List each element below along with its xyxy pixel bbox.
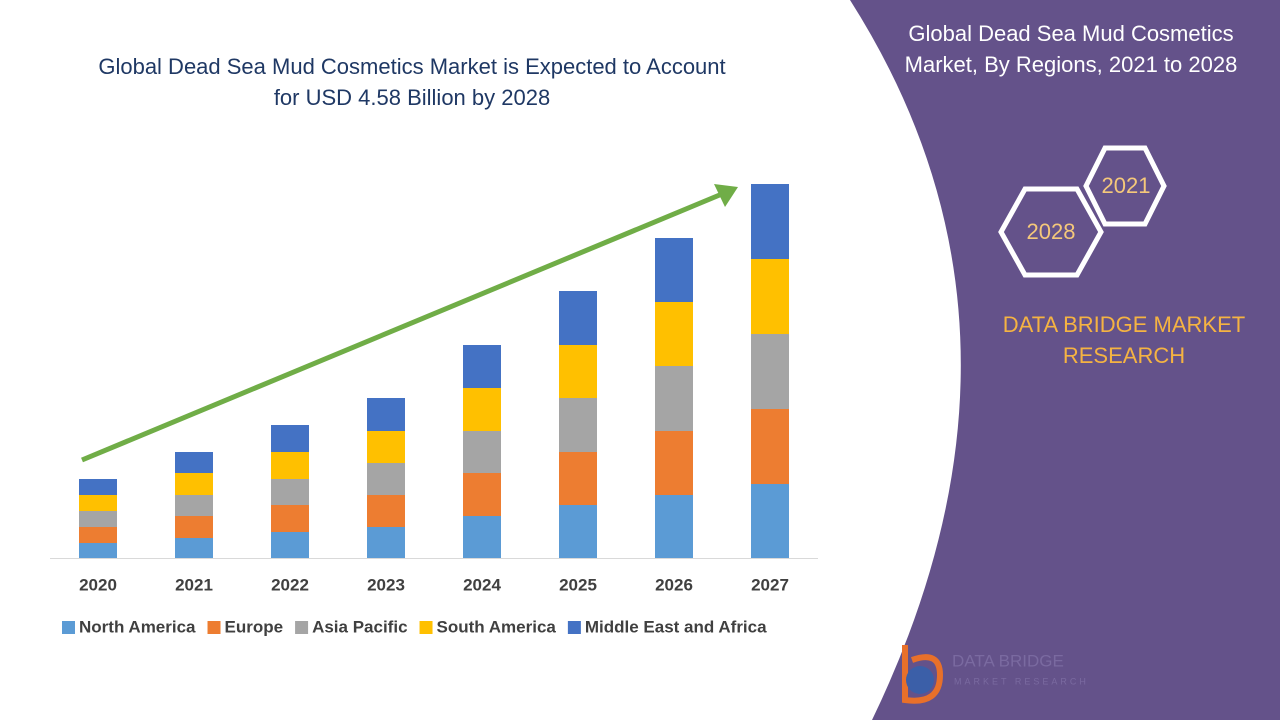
brand-text: RESEARCH [1063, 343, 1185, 368]
legend-label: Asia Pacific [312, 617, 407, 636]
x-tick-label: 2027 [751, 575, 789, 594]
legend-label: South America [437, 617, 557, 636]
bar-segment [655, 302, 693, 366]
logo-mark [906, 666, 934, 694]
bar-segment [79, 527, 117, 543]
bar-segment [79, 479, 117, 495]
bar-segment [271, 532, 309, 558]
legend-label: North America [79, 617, 196, 636]
bar-segment [175, 495, 213, 516]
logo-mark [902, 645, 944, 704]
bar-segment [271, 425, 309, 452]
bar-segment [751, 409, 789, 484]
bar-segment [559, 291, 597, 345]
brand-text: DATA BRIDGE MARKET [1003, 312, 1245, 337]
bar-segment [559, 452, 597, 505]
trend-arrow [81, 191, 723, 463]
x-tick-label: 2021 [175, 575, 213, 594]
x-tick-label: 2025 [559, 575, 597, 594]
bar-segment [79, 543, 117, 558]
bar-segment [463, 345, 501, 388]
bar-segment [175, 516, 213, 538]
chart-title: Global Dead Sea Mud Cosmetics Market is … [98, 54, 725, 79]
bar-segment [271, 479, 309, 505]
bar-segment [751, 184, 789, 259]
x-tick-label: 2022 [271, 575, 309, 594]
bar-segment [751, 334, 789, 409]
bar-segment [175, 452, 213, 473]
trend-arrow-head [714, 184, 738, 207]
bar-segment [655, 431, 693, 495]
bar-segment [463, 516, 501, 558]
bar-segment [367, 463, 405, 495]
x-tick-label: 2024 [463, 575, 501, 594]
bar-segment [655, 238, 693, 302]
bar-segment [79, 511, 117, 527]
bar-segment [751, 259, 789, 334]
bar-segment [559, 398, 597, 452]
x-tick-label: 2023 [367, 575, 405, 594]
bar-segment [655, 366, 693, 431]
bar-segment [367, 527, 405, 558]
bar-segment [463, 388, 501, 431]
bar-segment [463, 473, 501, 516]
x-tick-label: 2020 [79, 575, 117, 594]
bar-segment [655, 495, 693, 558]
bar-segment [559, 505, 597, 558]
logo-text: MARKET RESEARCH [954, 676, 1089, 686]
legend-swatch [62, 621, 75, 634]
hexagon [998, 186, 1104, 278]
panel-title: Market, By Regions, 2021 to 2028 [905, 52, 1238, 77]
bar-segment [559, 345, 597, 398]
legend-swatch [295, 621, 309, 634]
bar-segment [175, 538, 213, 558]
bar-segment [367, 495, 405, 527]
bar-segment [79, 495, 117, 511]
bar-segment [463, 431, 501, 473]
hexagon [1083, 145, 1167, 227]
legend-label: Europe [225, 617, 284, 636]
legend-swatch [419, 621, 433, 634]
legend-swatch [567, 621, 581, 634]
bar-segment [271, 505, 309, 532]
chart-title: for USD 4.58 Billion by 2028 [274, 85, 550, 110]
legend-swatch [207, 621, 221, 634]
hex-label: 2021 [1102, 173, 1151, 198]
hex-label: 2028 [1027, 219, 1076, 244]
panel-title: Global Dead Sea Mud Cosmetics [908, 21, 1233, 46]
bar-segment [751, 484, 789, 558]
legend-label: Middle East and Africa [585, 617, 767, 636]
side-panel [850, 0, 1280, 720]
bar-segment [271, 452, 309, 479]
bar-segment [367, 431, 405, 463]
x-tick-label: 2026 [655, 575, 693, 594]
bar-segment [175, 473, 213, 495]
logo-text: DATA BRIDGE [952, 651, 1064, 670]
bar-segment [367, 398, 405, 431]
